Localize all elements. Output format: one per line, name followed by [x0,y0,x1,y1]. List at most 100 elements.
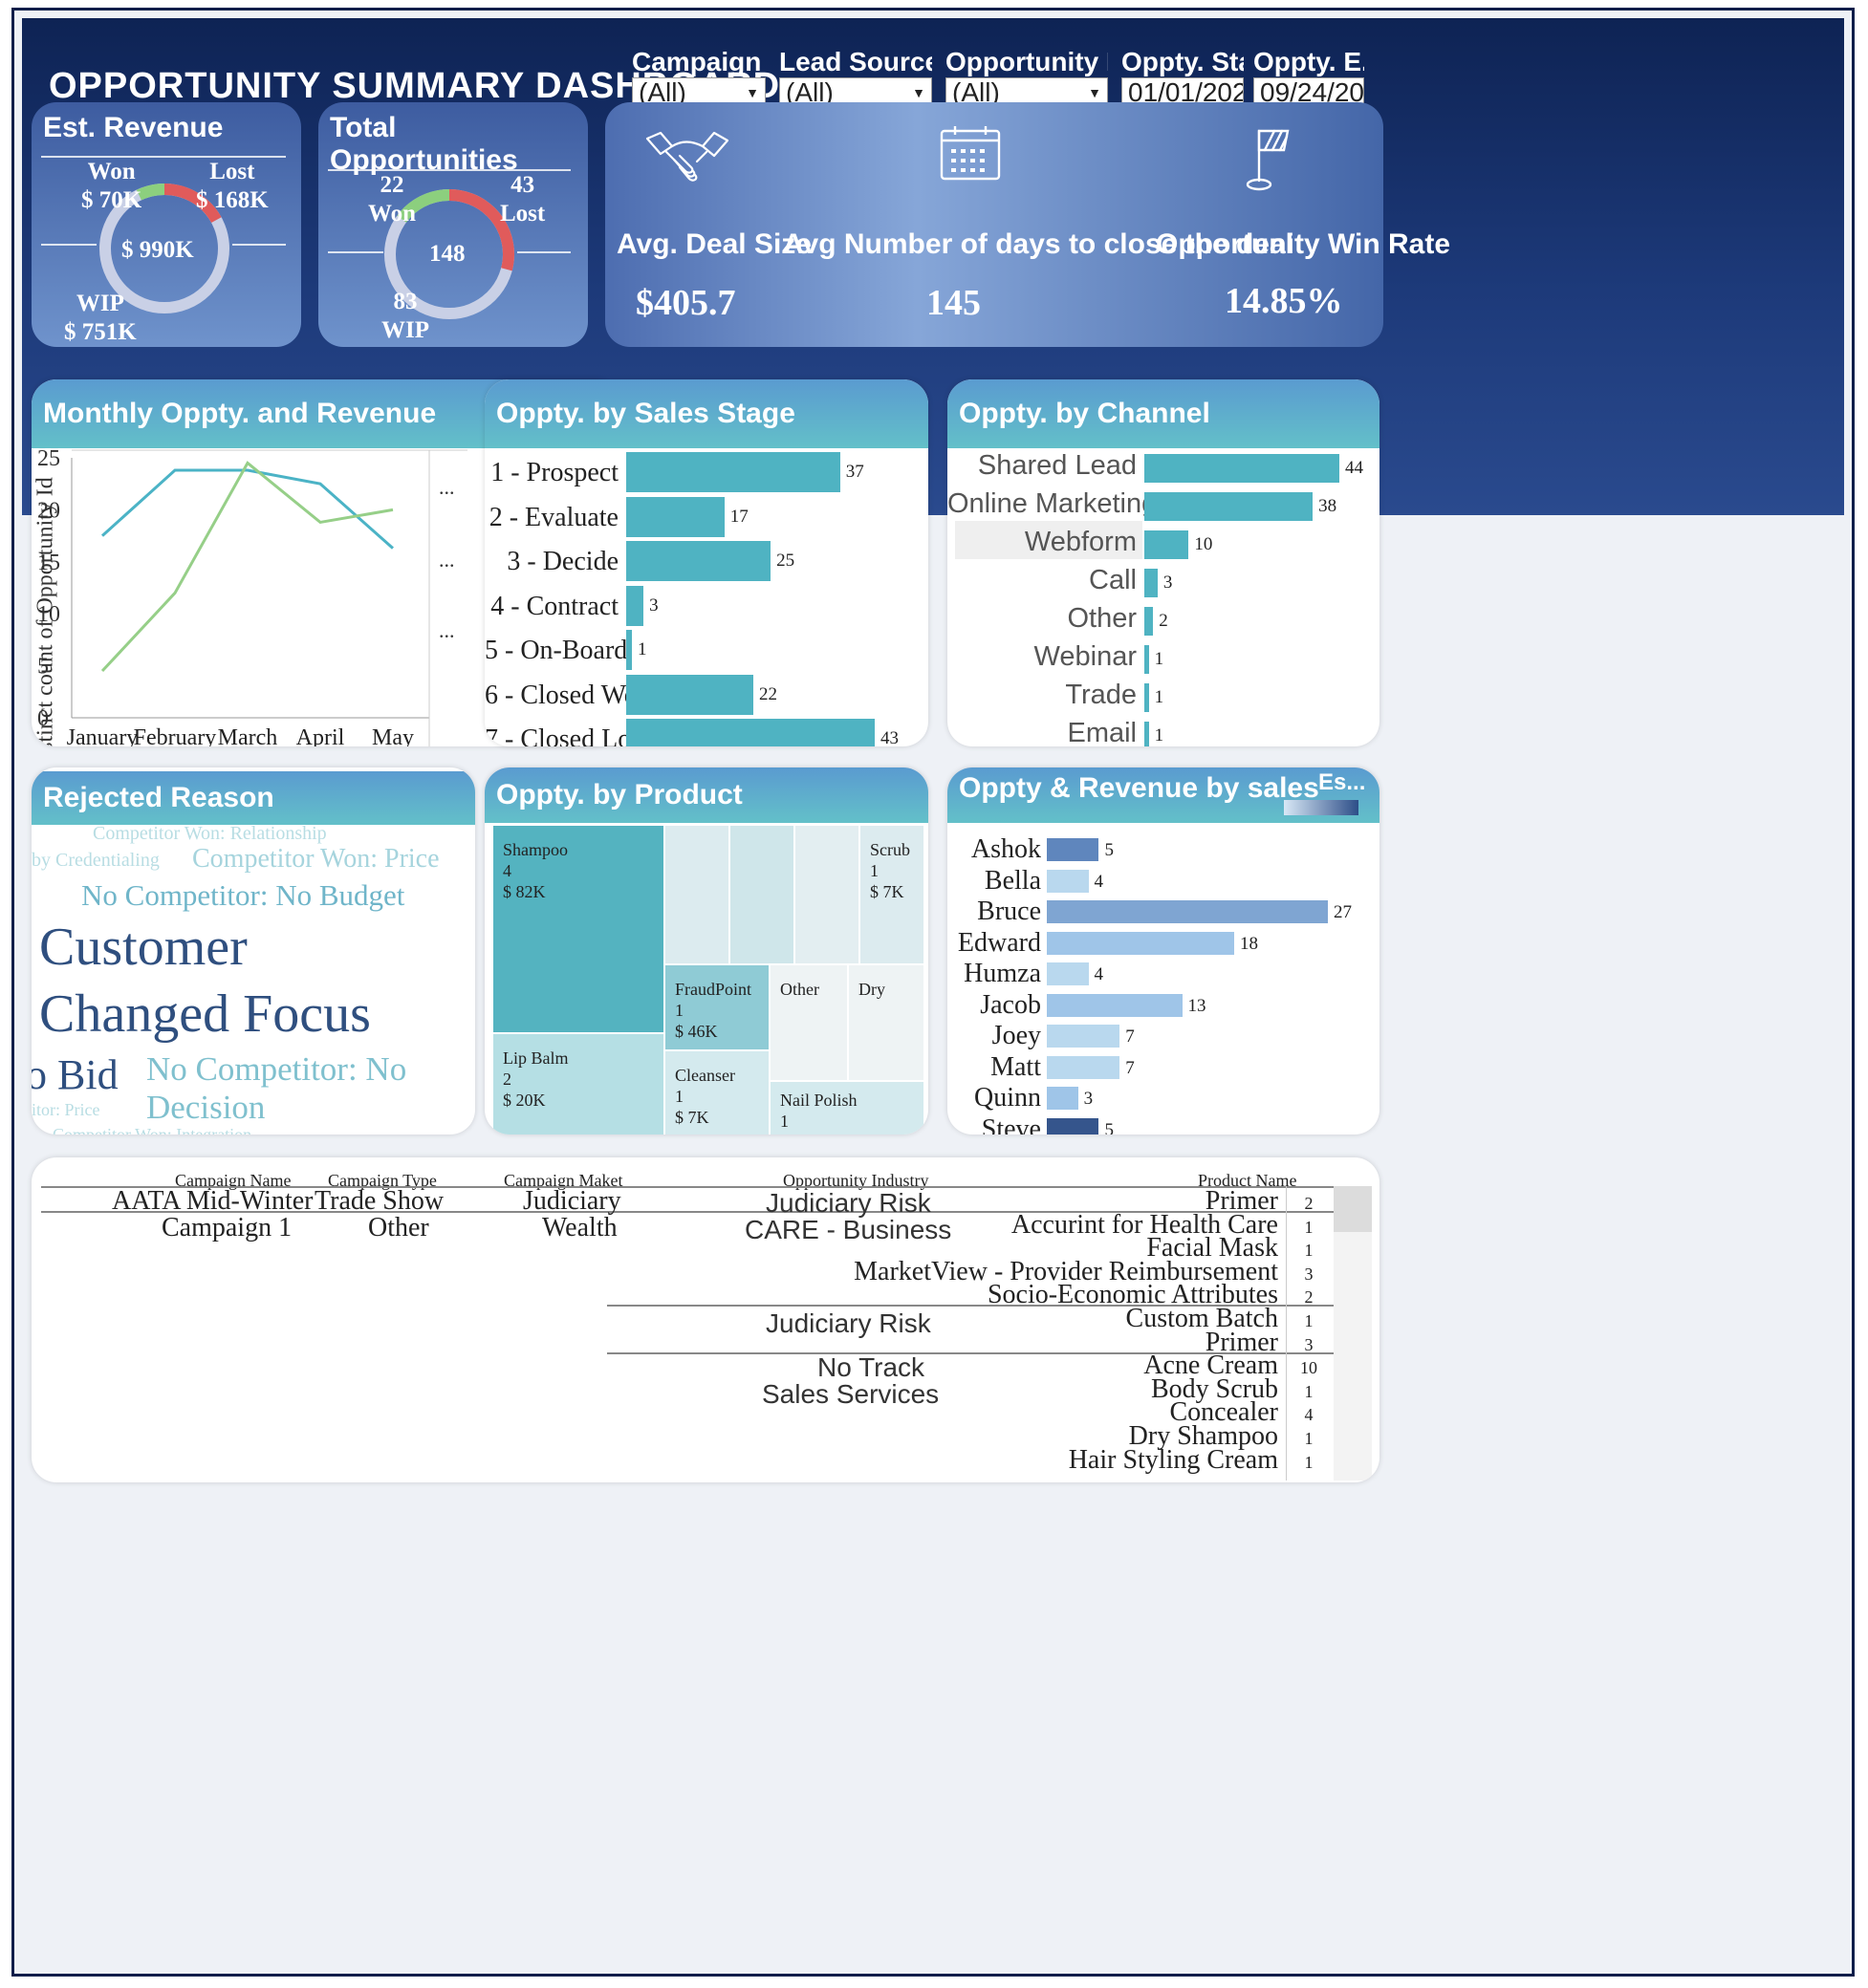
bar[interactable] [1047,993,1183,1017]
bar-value-label: 5 [1104,840,1114,860]
y-tick-label: 0 [37,706,49,731]
more-options-icon[interactable]: ... [439,475,455,499]
bar[interactable] [626,496,725,537]
filter-campaign[interactable]: Campaign ... (All)▼ [632,47,766,108]
row-divider [41,1211,1334,1213]
bar[interactable] [1047,838,1099,861]
word-cloud-item[interactable]: by Credentialing [32,850,160,871]
bar[interactable] [1144,492,1314,521]
word-cloud-item[interactable]: Decision [146,1089,266,1126]
product-count-cell: 1 [1304,1311,1314,1330]
more-options-icon[interactable]: ... [439,548,455,572]
treemap-cell[interactable]: FraudPoint 1 $ 46K [664,964,770,1050]
category-label: Matt [990,1051,1041,1082]
treemap-cell[interactable]: Other [770,964,848,1081]
word-cloud-item[interactable]: Changed Focus [39,984,371,1044]
lost-arc [384,189,514,319]
bar[interactable] [1047,1025,1120,1048]
bar[interactable] [626,630,633,670]
bar[interactable] [1144,454,1339,483]
y-axis-label: Distinct count of Opportunity Id [33,477,58,746]
product-name-cell: Socio-Economic Attributes [987,1280,1278,1310]
product-name-cell: Acne Cream [1143,1351,1278,1381]
filter-start-date[interactable]: Oppty. Sta... 01/01/2020 [1121,47,1244,108]
bar[interactable] [626,719,875,746]
bar-value-label: 4 [1094,871,1104,892]
treemap-cell[interactable] [729,825,794,964]
treemap-cell[interactable]: Shampoo 4 $ 82K [492,825,664,1033]
filter-end-date[interactable]: Oppty. E... 09/24/20 [1253,47,1364,108]
product-name-cell: MarketView - Provider Reimbursement [854,1256,1278,1286]
column-header[interactable]: Campaign Type [328,1171,437,1190]
word-cloud-item[interactable]: Competitor Won: Relationship [93,823,327,844]
treemap-cell[interactable]: Lip Balm 2 $ 20K [492,1033,664,1134]
row-divider [41,1186,1334,1188]
word-cloud-item[interactable]: Competitor Won: Price [192,844,440,874]
color-legend[interactable] [1284,800,1358,815]
dropdown-caret-icon: ▼ [746,85,759,100]
lost-label: Lost $ 168K [196,159,269,213]
category-label: Other [1067,603,1137,634]
detail-table: Campaign Name Campaign Type Campaign Mak… [32,1157,1379,1482]
bar[interactable] [626,585,644,626]
bar[interactable] [1047,1117,1099,1134]
treemap-cell[interactable]: Dry [848,964,924,1081]
filter-lead-source[interactable]: Lead Source (All) ▼ [779,47,932,108]
bar[interactable] [1047,900,1328,923]
row-divider [607,1352,1334,1354]
bar[interactable] [1144,530,1189,559]
treemap-cell[interactable]: Cleanser 1 $ 7K [664,1050,770,1134]
word-cloud-item[interactable]: itor: Price [32,1100,100,1119]
bar[interactable] [1144,569,1158,597]
product-name-cell: Concealer [1169,1397,1279,1428]
word-cloud-item[interactable]: No Competitor: No Budget [81,878,405,912]
treemap-cell[interactable]: Nail Polish 1 [770,1081,924,1134]
win-rate-title: Opportunity Win Rate [1156,228,1451,260]
product-count-cell: 3 [1304,1264,1314,1284]
column-header[interactable]: Opportunity Industry [783,1171,929,1190]
category-label: Quinn [974,1083,1041,1113]
bar-value-label: 7 [1125,1026,1135,1047]
treemap-cell[interactable]: Scrub 1 $ 7K [859,825,924,964]
column-header[interactable]: Campaign Name [175,1171,292,1190]
product-count-cell: 1 [1304,1381,1314,1401]
bar[interactable] [1144,683,1149,712]
word-cloud-item[interactable]: Customer [39,918,248,977]
bar[interactable] [1047,1055,1120,1079]
bar[interactable] [626,541,771,581]
divider [232,244,286,246]
more-options-icon[interactable]: ... [439,618,455,642]
category-label: Trade [1065,680,1137,710]
bar[interactable] [1047,931,1234,955]
bar[interactable] [626,452,840,492]
bar-value-label: 3 [1162,573,1173,593]
bar[interactable] [1144,722,1149,746]
scrollbar-track[interactable] [1334,1186,1372,1480]
bar-value-label: 1 [1154,649,1164,669]
bar[interactable] [1144,607,1154,636]
scrollbar-thumb[interactable] [1334,1186,1372,1232]
word-cloud-item[interactable]: No Competitor: No [146,1050,407,1088]
bar-value-label: 25 [776,551,795,571]
treemap-cell[interactable] [794,825,859,964]
column-header[interactable]: Campaign Maket [504,1171,623,1190]
x-tick-label: April [296,725,345,746]
bar[interactable] [1047,962,1089,985]
bar[interactable] [1047,1087,1078,1110]
word-cloud-item[interactable]: Competitor Won: Integration [53,1125,252,1134]
filter-opportunity-industry[interactable]: Opportunity In... (All)▼ [945,47,1108,108]
filter-label: Oppty. E... [1253,47,1364,76]
category-label: Humza [964,959,1041,988]
column-header[interactable]: Product Name [1198,1171,1297,1190]
category-label: 1 - Prospect [490,458,619,487]
avg-deal-size-value: $405.7 [636,283,736,323]
treemap-cell[interactable] [664,825,729,964]
bar[interactable] [626,674,754,715]
bar-value-label: 38 [1318,496,1337,516]
campaign-name-cell: Campaign 1 [162,1213,293,1242]
bar[interactable] [1144,645,1149,674]
word-cloud-item[interactable]: o Bid [32,1051,119,1098]
center-total: $ 990K [121,237,194,263]
bar[interactable] [1047,869,1089,893]
